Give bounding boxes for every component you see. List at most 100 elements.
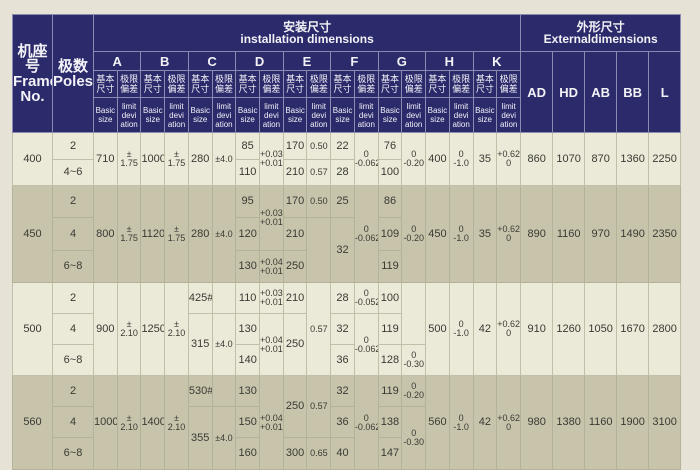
- f-limit-cell: 0 -0.062: [353, 185, 379, 283]
- poles-cell: 6~8: [52, 437, 94, 470]
- g-cell: 138: [377, 406, 403, 438]
- d-limit-cell: +0.035 +0.013: [259, 132, 284, 186]
- g-cell: 109: [377, 217, 403, 251]
- e-limit-cell: 0.50: [306, 185, 332, 218]
- g-cell: 128: [377, 344, 403, 376]
- a-limit-cell: ± 1.75: [116, 185, 142, 283]
- hd-cell: 1070: [552, 132, 586, 186]
- installation-dimensions-header: 安装尺寸 installation dimensions: [92, 14, 522, 52]
- external-dimensions-header: 外形尺寸 Externaldimensions: [520, 14, 682, 52]
- column-h-header: H: [425, 51, 474, 71]
- a-limit-cell: ± 2.10: [116, 282, 142, 376]
- e-limit-cell: 0.57: [306, 159, 332, 186]
- a-cell: 800: [93, 185, 118, 283]
- limit-deviation-cn-label: 极限 偏差: [401, 70, 427, 98]
- c-limit-cell: ±4.0: [211, 406, 237, 470]
- h-cell: 450: [425, 185, 450, 283]
- limit-deviation-en-label: limit devi ation: [448, 97, 474, 133]
- basic-size-en-label: Basic size: [330, 97, 355, 133]
- k-limit-cell: +0.62 0: [496, 375, 522, 470]
- b-cell: 1000: [140, 132, 166, 186]
- poles-header: 极数 Poles: [52, 14, 94, 133]
- poles-cell: 2: [52, 282, 94, 314]
- frame-no-cell: 500: [12, 282, 53, 376]
- basic-size-en-label: Basic size: [377, 97, 403, 133]
- h-limit-cell: 0 -1.0: [448, 375, 474, 470]
- e-limit-cell: 0.57: [306, 282, 332, 376]
- poles-cell: 4~6: [52, 159, 94, 186]
- limit-deviation-en-label: limit devi ation: [164, 97, 189, 133]
- g-cell: 119: [377, 313, 403, 345]
- column-g-header: G: [377, 51, 427, 71]
- column-ab-header: AB: [584, 51, 618, 133]
- basic-size-cn-label: 基本 尺寸: [282, 70, 308, 98]
- bb-cell: 1670: [616, 282, 650, 376]
- g-cell: 147: [377, 437, 403, 470]
- frame-no-header: 机座号 Frame No.: [12, 14, 53, 133]
- ad-cell: 890: [520, 185, 554, 283]
- g-cell: 76: [377, 132, 403, 160]
- d-cell: 130: [235, 250, 261, 283]
- column-hd-header: HD: [552, 51, 586, 133]
- k-cell: 35: [472, 132, 498, 186]
- f-cell: 36: [330, 344, 355, 376]
- f-limit-cell: 0 -0.052: [353, 282, 379, 314]
- basic-size-cn-label: 基本 尺寸: [330, 70, 355, 98]
- e-cell: 210: [282, 217, 308, 251]
- basic-size-en-label: Basic size: [187, 97, 213, 133]
- poles-cell: 2: [52, 375, 94, 407]
- limit-deviation-cn-label: 极限 偏差: [211, 70, 237, 98]
- g-cell: 86: [377, 185, 403, 218]
- ad-cell: 860: [520, 132, 554, 186]
- c-cell: 355: [187, 406, 213, 470]
- d-limit-cell: +0.040 +0.015: [259, 313, 284, 376]
- b-cell: 1120: [140, 185, 166, 283]
- f-cell: 28: [330, 282, 355, 314]
- e-limit-cell: [306, 217, 332, 283]
- g-limit-cell: 0 -0.20: [401, 132, 427, 186]
- d-cell: 110: [235, 282, 261, 314]
- f-cell: 32: [330, 217, 355, 283]
- column-d-header: D: [235, 51, 284, 71]
- basic-size-cn-label: 基本 尺寸: [472, 70, 498, 98]
- l-cell: 3100: [648, 375, 682, 470]
- k-cell: 35: [472, 185, 498, 283]
- c-limit-cell: ±4.0: [211, 313, 237, 376]
- c-cell: 425#: [187, 282, 213, 314]
- ab-cell: 1050: [584, 282, 618, 376]
- c-limit-cell: [211, 282, 237, 314]
- limit-deviation-en-label: limit devi ation: [496, 97, 522, 133]
- d-cell: 130: [235, 313, 261, 345]
- limit-deviation-en-label: limit devi ation: [353, 97, 379, 133]
- hd-cell: 1260: [552, 282, 586, 376]
- g-limit-cell: 0 -0.20: [401, 375, 427, 407]
- column-ad-header: AD: [520, 51, 554, 133]
- f-cell: 32: [330, 313, 355, 345]
- column-b-header: B: [140, 51, 189, 71]
- c-cell: 280: [187, 132, 213, 186]
- h-limit-cell: 0 -1.0: [448, 185, 474, 283]
- c-cell: 280: [187, 185, 213, 283]
- d-cell: 150: [235, 406, 261, 438]
- frame-no-cell: 450: [12, 185, 53, 283]
- hd-cell: 1160: [552, 185, 586, 283]
- bb-cell: 1900: [616, 375, 650, 470]
- e-cell: 210: [282, 282, 308, 314]
- l-cell: 2250: [648, 132, 682, 186]
- e-cell: 170: [282, 185, 308, 218]
- g-limit-cell: [401, 282, 427, 345]
- a-limit-cell: ± 1.75: [116, 132, 142, 186]
- h-cell: 400: [425, 132, 450, 186]
- g-limit-cell: 0 -0.30: [401, 406, 427, 470]
- basic-size-cn-label: 基本 尺寸: [425, 70, 450, 98]
- basic-size-cn-label: 基本 尺寸: [187, 70, 213, 98]
- table-row: 6~8 140 36 128 0 -0.30: [13, 344, 681, 376]
- poles-cell: 6~8: [52, 344, 94, 376]
- limit-deviation-cn-label: 极限 偏差: [448, 70, 474, 98]
